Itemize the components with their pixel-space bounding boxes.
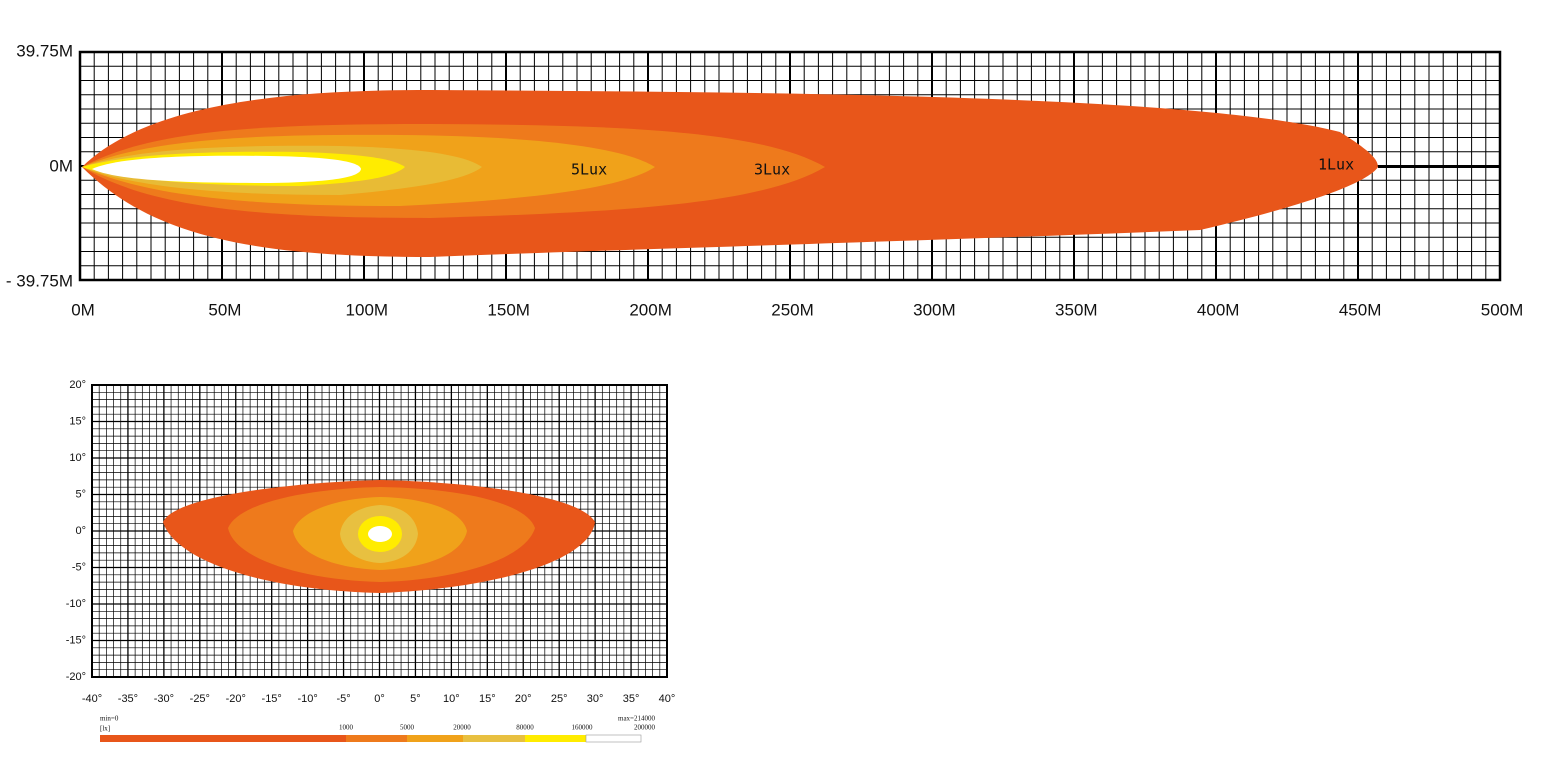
x-axis-label: -35° (118, 693, 138, 705)
x-axis-label: 10° (443, 693, 460, 705)
legend-bar (100, 734, 642, 743)
x-axis-label: -15° (262, 693, 282, 705)
x-axis-label: 5° (410, 693, 421, 705)
zone-max (368, 526, 392, 542)
y-axis-label: 20° (69, 379, 86, 391)
x-axis-label: 500M (1481, 300, 1524, 319)
legend-level: 1000 (339, 724, 354, 732)
y-axis-label: - 39.75M (6, 271, 73, 290)
bottom-beam (163, 480, 595, 593)
x-axis-label: 150M (487, 300, 530, 319)
x-axis-label: 0° (374, 693, 385, 705)
x-axis-label: 40° (659, 693, 676, 705)
x-axis-label: -30° (154, 693, 174, 705)
y-axis-label: 39.75M (16, 41, 73, 60)
x-axis-label: -20° (226, 693, 246, 705)
labels: 39.75M 0M - 39.75M 0M 50M 100M 150M 200M 250M 300… (6, 41, 1523, 732)
x-axis-label: 400M (1197, 300, 1240, 319)
y-axis-label: -20° (66, 671, 86, 683)
legend-swatch (100, 735, 346, 742)
x-axis-label: -10° (297, 693, 317, 705)
lux-label: 3Lux (754, 161, 790, 179)
legend-swatch (463, 735, 525, 742)
legend-swatch (585, 734, 642, 743)
legend-level: 160000 (572, 724, 594, 732)
x-axis-label: 300M (913, 300, 956, 319)
x-axis-label: 250M (771, 300, 814, 319)
legend-end: 200000 (634, 724, 656, 732)
contour-white (92, 155, 361, 183)
x-axis-label: 35° (623, 693, 640, 705)
legend-level: 80000 (516, 724, 534, 732)
y-axis-label: 5° (75, 488, 86, 500)
lux-label: 5Lux (571, 161, 607, 179)
top-beam (82, 90, 1378, 257)
legend-max: max=214000 (618, 715, 655, 723)
legend-unit: [lx] (100, 725, 110, 733)
x-axis-label: -40° (82, 693, 102, 705)
legend-swatch (407, 735, 463, 742)
x-axis-label: 100M (346, 300, 389, 319)
x-axis-label: 450M (1339, 300, 1382, 319)
legend-level: 5000 (400, 724, 415, 732)
x-axis-label: 0M (71, 300, 95, 319)
y-axis-label: -10° (66, 598, 86, 610)
legend-level: 20000 (453, 724, 471, 732)
lux-label: 1Lux (1318, 156, 1354, 174)
legend-swatch (346, 735, 407, 742)
x-axis-label: 350M (1055, 300, 1098, 319)
legend-min: min=0 (100, 715, 119, 723)
y-axis-label: 10° (69, 452, 86, 464)
x-axis-label: 200M (629, 300, 672, 319)
y-axis-label: -15° (66, 634, 86, 646)
y-axis-label: 15° (69, 415, 86, 427)
y-axis-label: 0M (49, 156, 73, 175)
frame (91, 384, 668, 678)
x-axis-label: 15° (479, 693, 496, 705)
x-axis-label: -5° (336, 693, 350, 705)
legend-swatch (525, 735, 586, 742)
grid-frame (78, 50, 1502, 678)
x-axis-label: 50M (208, 300, 241, 319)
y-axis-label: -5° (72, 561, 86, 573)
x-axis-label: 20° (515, 693, 532, 705)
x-axis-label: -25° (190, 693, 210, 705)
y-axis-label: 0° (75, 525, 86, 537)
x-axis-label: 25° (551, 693, 568, 705)
x-axis-label: 30° (587, 693, 604, 705)
